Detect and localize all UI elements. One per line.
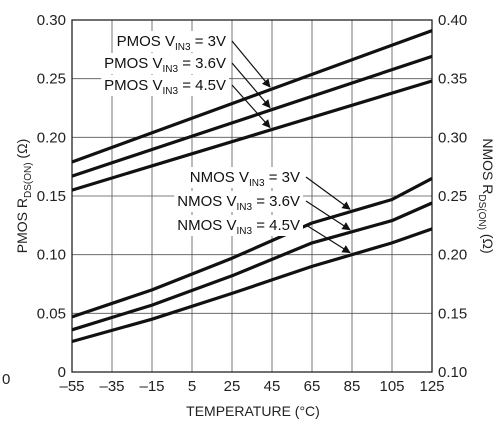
x-tick-label: 45 [264, 378, 281, 395]
x-tick-label: 65 [304, 378, 321, 395]
y-axis-title-right: NMOS RDS(ON) (Ω) [476, 138, 496, 253]
annotation-bg [101, 75, 229, 96]
annotation-pmos-3v: PMOS VIN3 = 3V [117, 33, 226, 53]
y-right-tick-label: 0.40 [438, 12, 467, 29]
y-right-tick-label: 0.15 [438, 305, 467, 322]
y-left-tick-label: 0.30 [37, 12, 66, 29]
y-left-tick-label: 0.20 [37, 129, 66, 146]
series-line-pmos-3-6v [71, 54, 433, 178]
y-right-tick-label: 0.35 [438, 71, 467, 88]
y-axis-title-left: PMOS RDS(ON) (Ω) [14, 139, 34, 253]
annotation-bg [186, 167, 303, 188]
x-tick-label: –15 [139, 378, 164, 395]
annotation-nmos-3v: NMOS VIN3 = 3V [190, 169, 300, 189]
annotation-arrow [305, 176, 351, 210]
annotation-arrow [231, 62, 271, 109]
annotation-arrow [305, 224, 351, 254]
y-left-tick-label: 0 [58, 364, 66, 381]
series-line-pmos-4-5v [71, 79, 433, 192]
series-line-nmos-3-6v [71, 201, 433, 332]
y-right-tick-label: 0.25 [438, 188, 467, 205]
y-right-tick-label: 0.30 [438, 129, 467, 146]
y-left-tick-label: 0.15 [37, 188, 66, 205]
annotation-pmos-3-6v: PMOS VIN3 = 3.6V [104, 55, 226, 75]
series-lines [71, 29, 433, 344]
x-axis-title: TEMPERATURE (°C) [186, 403, 320, 419]
plot-border [71, 19, 433, 373]
x-tick-label: –35 [99, 378, 124, 395]
series-line-nmos-4-5v [71, 227, 433, 344]
y-left-tick-label: 0.25 [37, 71, 66, 88]
annotation-pmos-4-5v: PMOS VIN3 = 4.5V [104, 77, 226, 97]
annotation-arrow [305, 200, 351, 231]
annotation-nmos-4-5v: NMOS VIN3 = 4.5V [177, 217, 300, 237]
x-tick-label: –55 [59, 378, 84, 395]
plot-frame [71, 19, 433, 373]
annotation-arrow [231, 84, 271, 129]
x-tick-label: 105 [379, 378, 404, 395]
y-right-tick-label: 0.10 [438, 364, 467, 381]
tick-labels: –55 –35 –15 5 25 45 65 85 105 125 0 0.05 0.10 0.15 0.2… [37, 12, 467, 395]
annotation-bg [174, 215, 303, 236]
y-left-tick-label: 0.05 [37, 305, 66, 322]
annotation-arrow [231, 40, 271, 88]
annotation-bg [113, 31, 229, 52]
x-tick-label: 25 [224, 378, 241, 395]
annotation-bg [174, 191, 303, 212]
annotation-bg [101, 53, 229, 74]
x-tick-label: 125 [419, 378, 444, 395]
y-left-tick-label: 0.10 [37, 247, 66, 264]
x-tick-label: 85 [344, 378, 361, 395]
x-tick-label: 5 [188, 378, 196, 395]
stray-tick-label: 0 [2, 371, 10, 388]
y-right-tick-label: 0.20 [438, 247, 467, 264]
series-line-nmos-3v [71, 176, 433, 319]
series-line-pmos-3v [71, 29, 433, 164]
annotation-nmos-3-6v: NMOS VIN3 = 3.6V [177, 193, 300, 213]
